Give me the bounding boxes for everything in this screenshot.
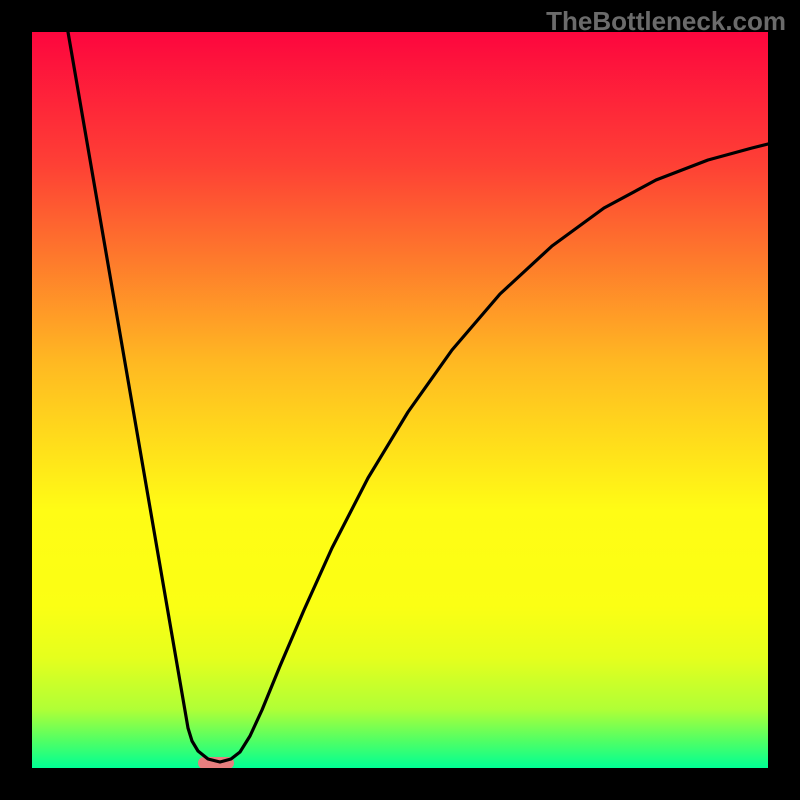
bottleneck-chart-svg (0, 0, 800, 800)
watermark-text: TheBottleneck.com (546, 6, 786, 37)
chart-container: { "watermark": { "text": "TheBottleneck.… (0, 0, 800, 800)
gradient-background (32, 32, 768, 768)
